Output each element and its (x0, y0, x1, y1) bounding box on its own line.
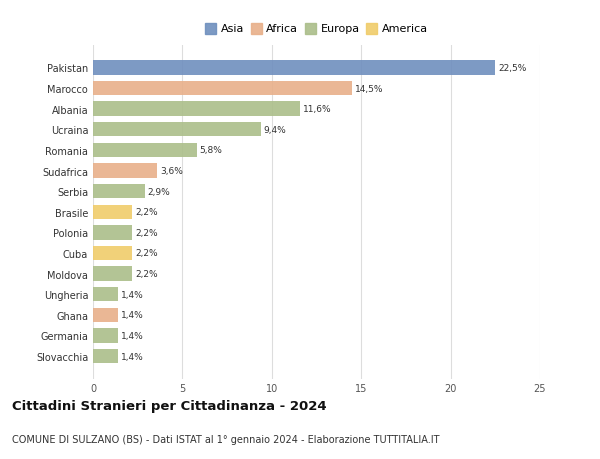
Bar (93, 102, 301, 117)
Bar (93, 61, 496, 75)
Text: COMUNE DI SULZANO (BS) - Dati ISTAT al 1° gennaio 2024 - Elaborazione TUTTITALIA: COMUNE DI SULZANO (BS) - Dati ISTAT al 1… (12, 434, 439, 444)
Bar (93, 205, 133, 219)
Text: 2,2%: 2,2% (135, 269, 158, 279)
Bar (93, 329, 118, 343)
Bar (93, 82, 352, 96)
Text: 1,4%: 1,4% (121, 352, 143, 361)
Bar (93, 267, 133, 281)
Text: 1,4%: 1,4% (121, 311, 143, 319)
Legend: Asia, Africa, Europa, America: Asia, Africa, Europa, America (203, 22, 430, 36)
Text: 22,5%: 22,5% (498, 64, 526, 73)
Bar (93, 246, 133, 261)
Bar (93, 143, 197, 158)
Bar (93, 164, 157, 179)
Text: 5,8%: 5,8% (199, 146, 222, 155)
Text: 14,5%: 14,5% (355, 84, 383, 93)
Text: 2,2%: 2,2% (135, 249, 158, 258)
Text: 3,6%: 3,6% (160, 167, 183, 176)
Bar (93, 185, 145, 199)
Text: 9,4%: 9,4% (264, 125, 287, 134)
Bar (93, 308, 118, 322)
Text: 1,4%: 1,4% (121, 290, 143, 299)
Bar (93, 349, 118, 364)
Text: 2,2%: 2,2% (135, 229, 158, 237)
Text: 2,9%: 2,9% (148, 187, 170, 196)
Text: 1,4%: 1,4% (121, 331, 143, 340)
Bar (93, 123, 261, 137)
Text: 11,6%: 11,6% (303, 105, 332, 114)
Text: 2,2%: 2,2% (135, 208, 158, 217)
Bar (93, 226, 133, 240)
Text: Cittadini Stranieri per Cittadinanza - 2024: Cittadini Stranieri per Cittadinanza - 2… (12, 399, 326, 412)
Bar (93, 287, 118, 302)
